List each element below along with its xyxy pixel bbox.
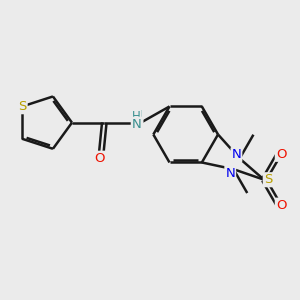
Text: S: S bbox=[264, 173, 272, 186]
Text: N: N bbox=[232, 148, 241, 161]
Text: S: S bbox=[18, 100, 26, 113]
Text: O: O bbox=[94, 152, 105, 165]
Text: O: O bbox=[276, 199, 286, 212]
Text: H: H bbox=[132, 110, 141, 123]
Text: O: O bbox=[94, 152, 105, 165]
Text: H: H bbox=[134, 109, 142, 122]
Text: N: N bbox=[133, 118, 143, 131]
Text: O: O bbox=[276, 148, 286, 161]
Text: N: N bbox=[132, 118, 142, 131]
Text: N: N bbox=[225, 167, 235, 180]
Text: S: S bbox=[16, 100, 25, 113]
